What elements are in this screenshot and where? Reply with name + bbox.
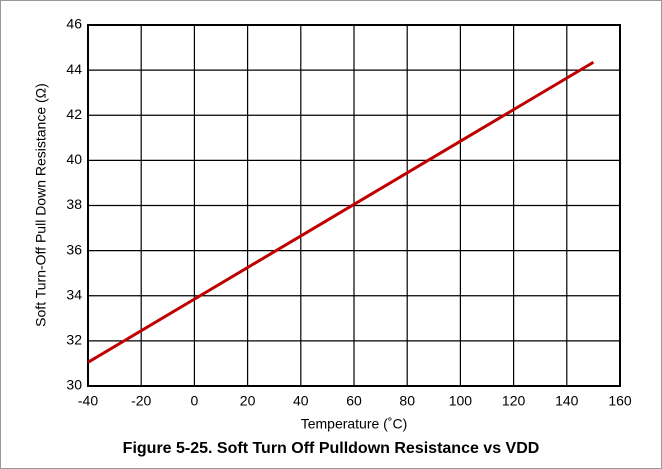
x-tick-label: 100 [449,393,473,409]
x-tick-label: -20 [131,393,151,409]
x-tick-label: 20 [240,393,256,409]
y-tick-label: 34 [66,286,82,302]
y-tick-label: 32 [66,332,82,348]
x-tick-label: 0 [191,393,199,409]
x-tick-label: -40 [78,393,98,409]
plot-frame [87,24,621,387]
y-tick-label: 44 [66,61,82,77]
y-tick-label: 40 [66,151,82,167]
x-axis-label: Temperature (˚C) [301,416,408,432]
x-tick-label: 40 [293,393,309,409]
x-tick-label: 140 [555,393,579,409]
x-tick-label: 120 [502,393,526,409]
y-tick-label: 46 [66,16,82,32]
x-tick-label: 60 [346,393,362,409]
y-tick-label: 42 [66,106,82,122]
y-axis-label: Soft Turn-Off Pull Down Resistance (Ω) [33,83,49,327]
x-tick-label: 80 [399,393,415,409]
chart-title: Figure 5-25. Soft Turn Off Pulldown Resi… [123,440,540,457]
y-tick-label: 36 [66,241,82,257]
y-tick-label: 38 [66,196,82,212]
y-tick-label: 30 [66,377,82,393]
data-line [87,60,595,364]
x-tick-label: 160 [608,393,632,409]
